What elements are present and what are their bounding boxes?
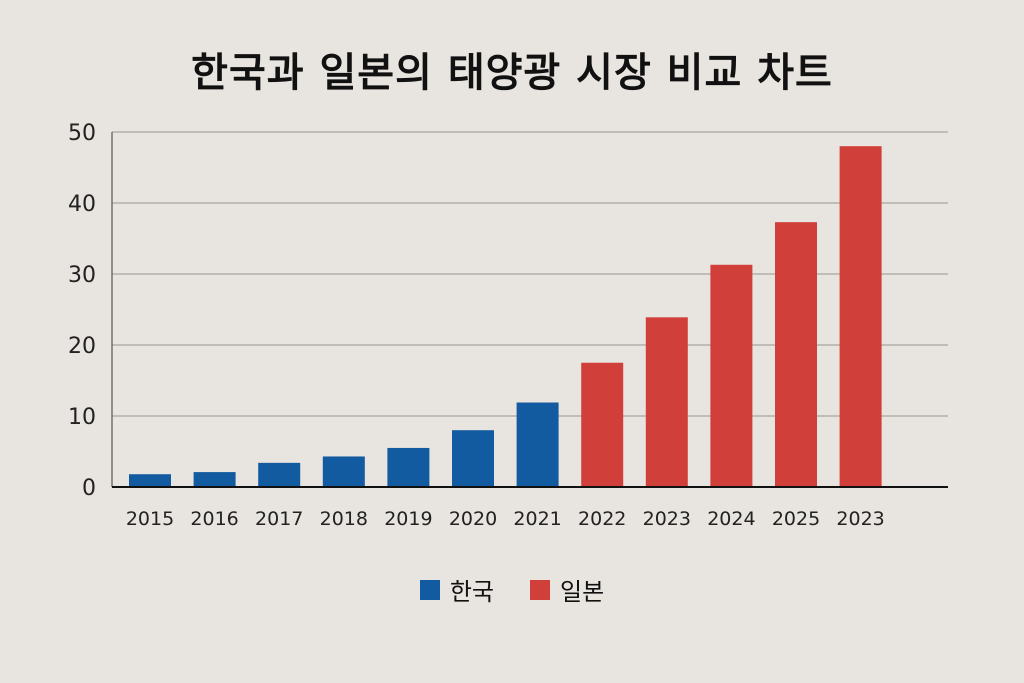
x-tick-label: 2023	[836, 508, 884, 530]
x-tick-label: 2025	[772, 508, 820, 530]
x-tick-label: 2019	[384, 508, 432, 530]
legend-label-japan: 일본	[560, 578, 605, 606]
x-tick-label: 2018	[320, 508, 368, 530]
y-tick-label: 40	[68, 192, 96, 217]
bar	[452, 430, 494, 487]
x-tick-label: 2024	[707, 508, 755, 530]
legend-swatch-japan	[530, 579, 550, 600]
bar	[710, 264, 753, 487]
y-tick-label: 0	[82, 476, 96, 501]
chart-title: 한국과 일본의 태양광 시장 비교 차트	[191, 50, 833, 96]
bar	[129, 474, 171, 487]
y-tick-label: 30	[68, 263, 96, 288]
legend: 한국 일본	[0, 572, 1024, 607]
bar	[387, 447, 430, 487]
x-tick-label: 2015	[126, 508, 174, 530]
bar	[258, 462, 301, 487]
legend-label-korea: 한국	[449, 578, 494, 606]
x-tick-label: 2017	[255, 508, 303, 530]
legend-swatch-korea	[419, 579, 440, 600]
y-tick-label: 50	[68, 121, 96, 146]
x-tick-label: 2016	[190, 508, 238, 530]
bar	[193, 472, 236, 487]
x-tick-label: 2020	[449, 508, 497, 530]
bar	[775, 222, 817, 488]
y-tick-label: 20	[68, 334, 96, 359]
bar	[645, 317, 688, 487]
bar	[516, 402, 559, 487]
x-tick-label: 2023	[643, 508, 691, 530]
bar	[839, 146, 882, 487]
bar	[581, 362, 624, 487]
x-tick-label: 2022	[578, 508, 626, 530]
legend-item-japan: 일본	[530, 572, 604, 607]
x-tick-label: 2021	[513, 508, 561, 530]
bar	[322, 456, 365, 487]
y-tick-label: 10	[68, 405, 96, 430]
legend-item-korea: 한국	[419, 572, 494, 607]
